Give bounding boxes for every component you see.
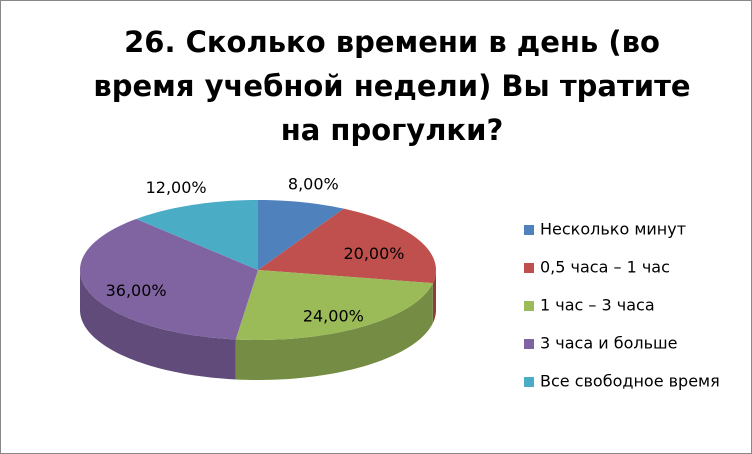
legend-label: 3 часа и больше <box>540 334 678 353</box>
legend-swatch <box>524 377 534 387</box>
pie-slice <box>80 218 258 340</box>
data-label: 20,00% <box>343 244 404 263</box>
legend-swatch <box>524 301 534 311</box>
legend-swatch <box>524 225 534 235</box>
pie-slice <box>258 200 344 270</box>
legend-swatch <box>524 339 534 349</box>
pie-slice <box>136 200 258 270</box>
pie-slice <box>258 208 436 284</box>
slice-side <box>432 270 436 324</box>
legend-swatch <box>524 263 534 273</box>
data-label: 8,00% <box>288 175 339 194</box>
data-label: 12,00% <box>146 178 207 197</box>
legend-label: Все свободное время <box>540 372 720 391</box>
legend-label: 0,5 часа – 1 час <box>540 258 670 277</box>
legend-label: 1 час – 3 часа <box>540 296 655 315</box>
pie-slice <box>235 270 433 340</box>
slice-side <box>235 283 433 380</box>
legend-label: Несколько минут <box>540 220 686 239</box>
data-label: 36,00% <box>106 281 167 300</box>
slice-side <box>80 270 236 380</box>
chart-title: 26. Сколько времени в день (во время уче… <box>93 25 691 147</box>
data-label: 24,00% <box>303 306 364 325</box>
